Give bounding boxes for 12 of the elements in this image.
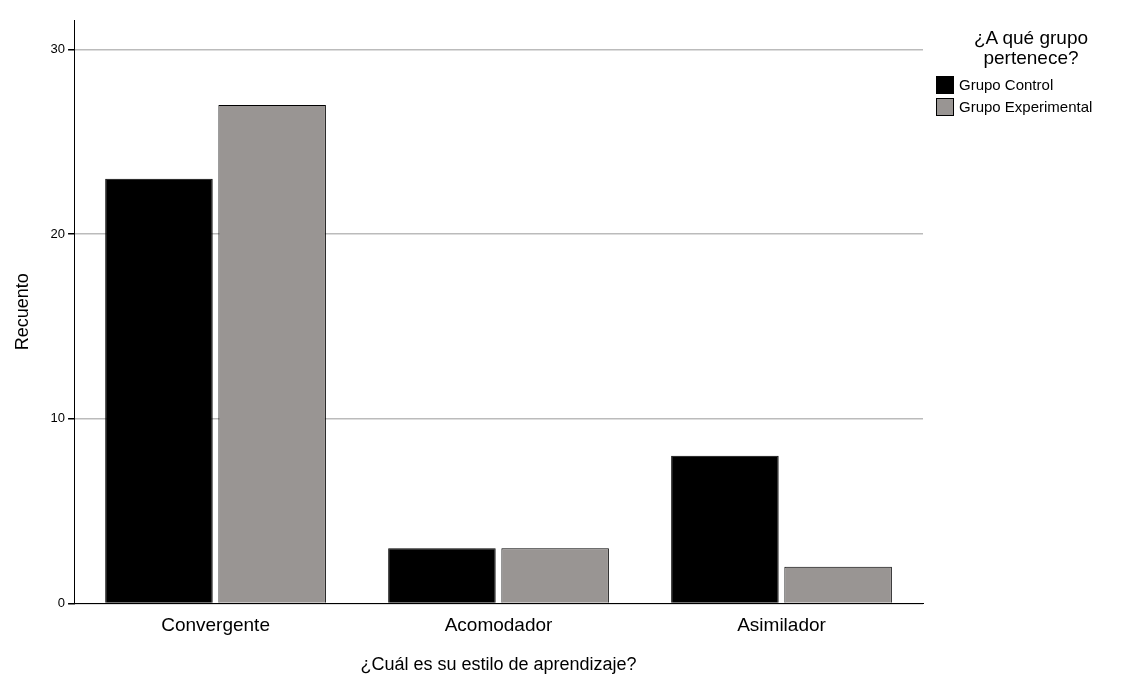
x-tick-label: Convergente xyxy=(161,614,270,636)
y-tick-label: 20 xyxy=(50,225,66,241)
legend-label: Grupo Control xyxy=(959,75,1054,95)
y-axis-title: Recuento xyxy=(11,273,32,351)
x-tick-label: Acomodador xyxy=(444,614,554,636)
x-tick-label: Asimilador xyxy=(737,614,827,636)
x-axis-title: ¿Cuál es su estilo de aprendizaje? xyxy=(360,654,637,675)
legend-title: ¿A qué grupo pertenece? xyxy=(972,27,1090,68)
y-tick-label: 0 xyxy=(57,595,66,611)
y-tick-label: 10 xyxy=(50,410,66,426)
y-tick-label: 30 xyxy=(50,41,66,57)
legend-label: Grupo Experimental xyxy=(959,97,1093,117)
